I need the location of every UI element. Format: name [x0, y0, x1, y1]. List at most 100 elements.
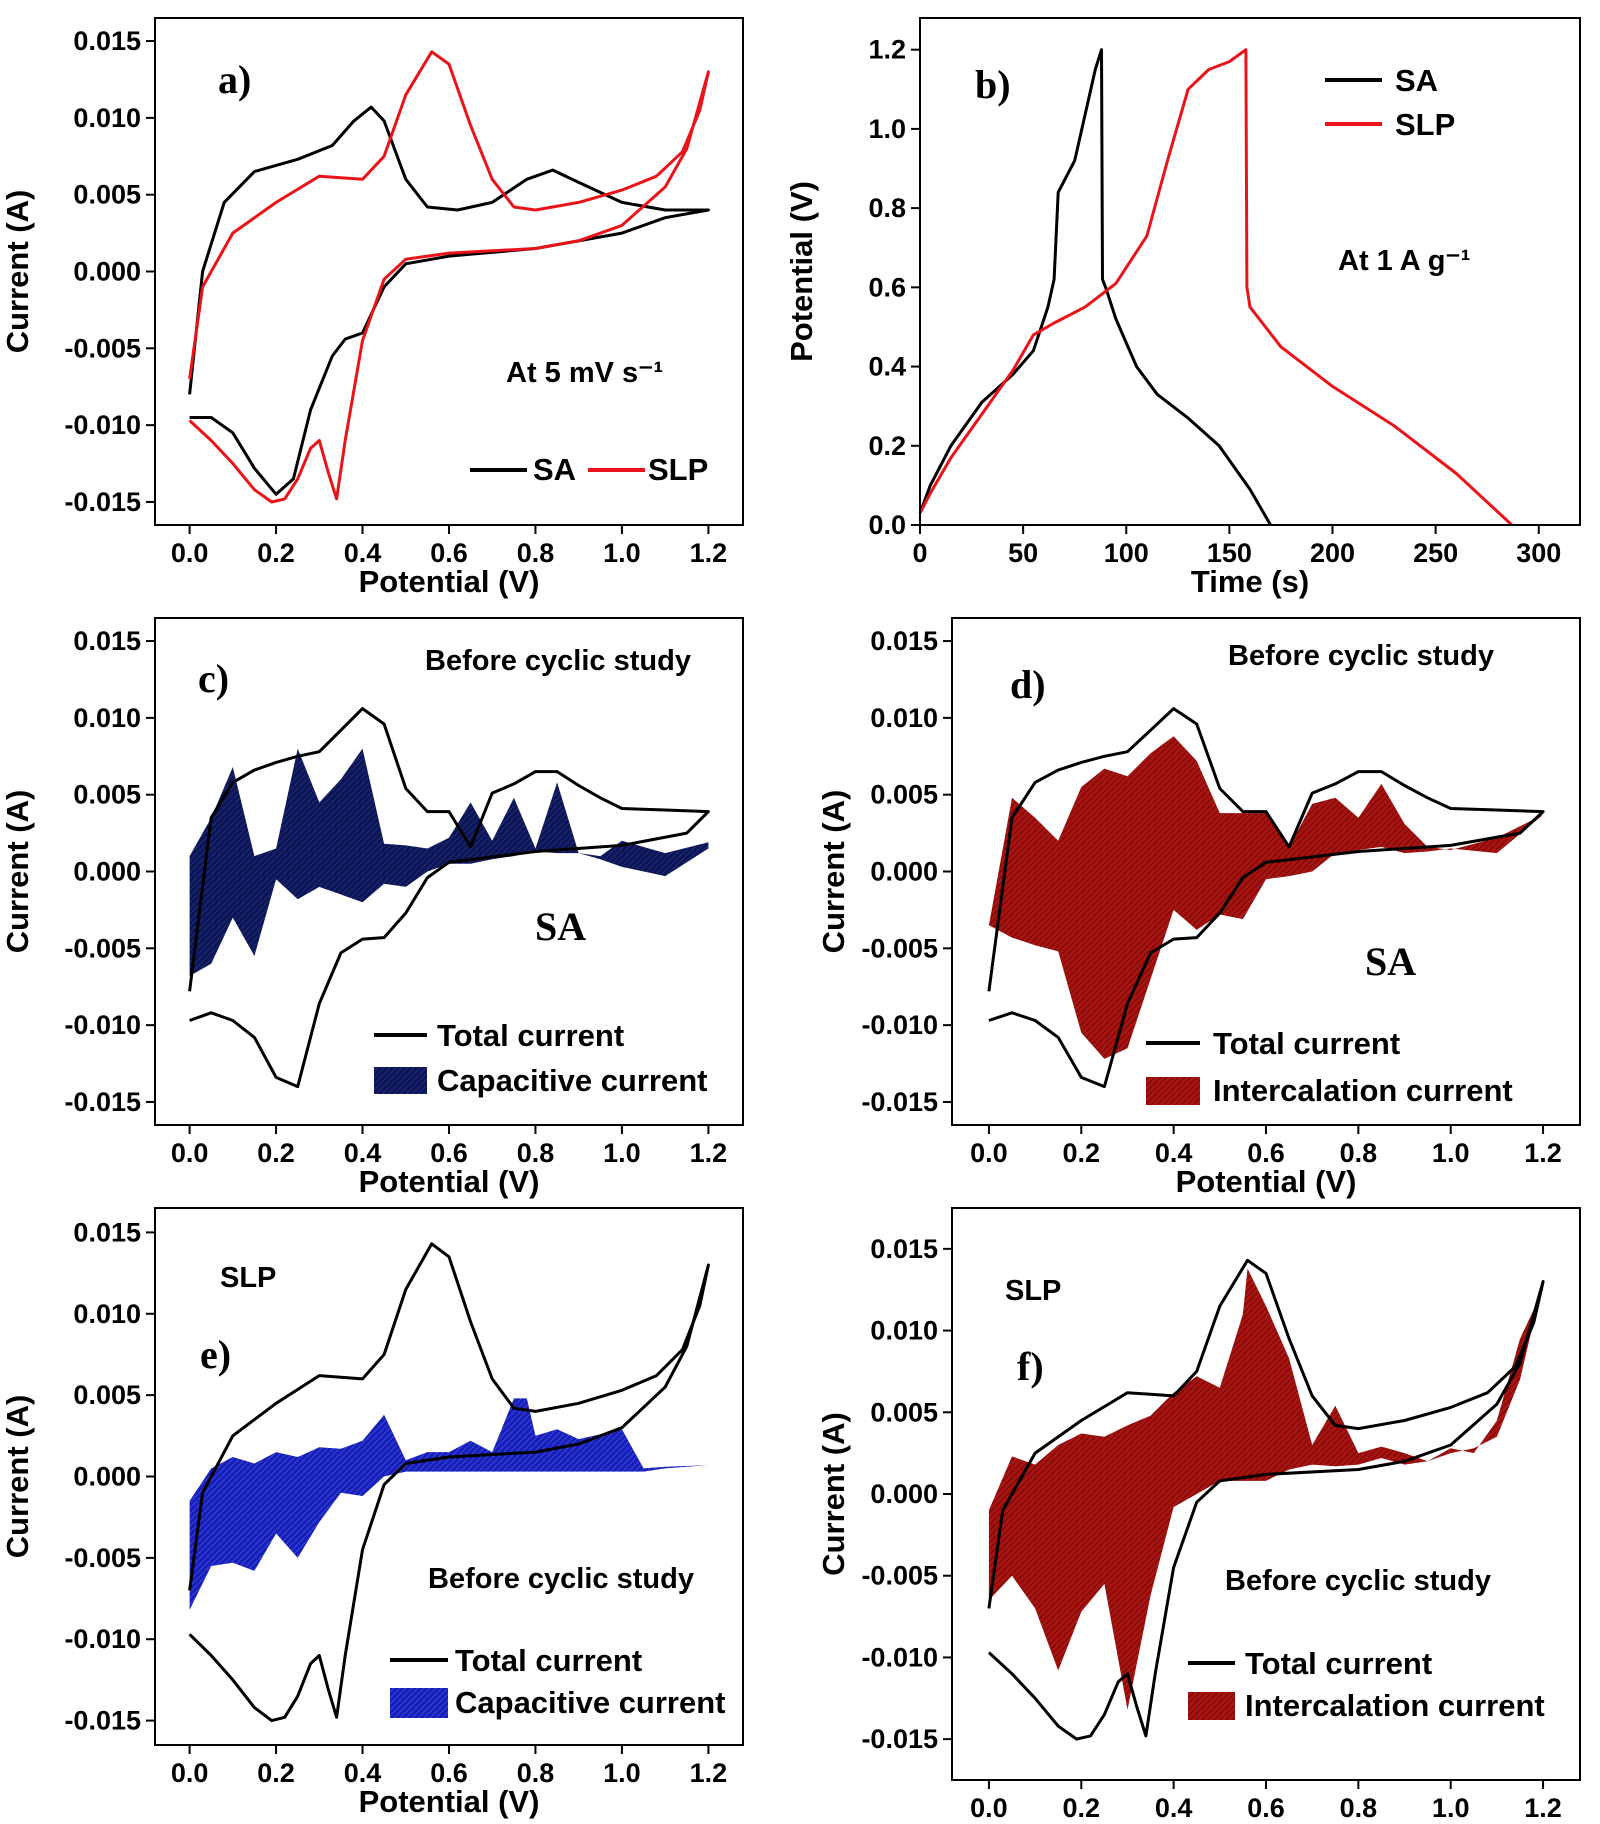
- y-tick-label: -0.010: [861, 1010, 938, 1040]
- chart-3: 0.0 0.2 0.4 0.6 0.8 1.0 1.2 -0.015 -0.010 -0.005 0…: [0, 617, 744, 1199]
- chart-4: 0.0 0.2 0.4 0.6 0.8 1.0 1.2 -0.015 -0.010 -0.005 0…: [816, 617, 1581, 1199]
- x-axis-title: Potential (V): [1176, 1164, 1357, 1199]
- y-tick-label: -0.010: [64, 1624, 141, 1654]
- x-tick-label: 250: [1413, 538, 1458, 568]
- y-tick-label: 0.015: [73, 26, 141, 56]
- legend-label-total: Total current: [1245, 1646, 1432, 1681]
- y-tick-label: 1.0: [868, 114, 906, 144]
- legend-swatch-capacitive: [374, 1067, 427, 1094]
- x-tick-label: 200: [1310, 538, 1355, 568]
- panel-b-legend: SA SLP: [1325, 63, 1455, 142]
- x-tick-label: 0.0: [970, 1793, 1008, 1823]
- y-tick-label: 0.2: [868, 431, 906, 461]
- panel-e-legend: Total current Capacitive current: [390, 1643, 726, 1720]
- series-area-2: [988, 736, 1544, 1059]
- x-tick-label: 1.0: [603, 1138, 641, 1168]
- y-tick-label: 0.000: [870, 857, 938, 887]
- x-tick-label: 0.6: [1247, 1793, 1285, 1823]
- y-tick-label: 1.2: [868, 35, 906, 65]
- panel-a: a) At 5 mV s⁻¹ SA SLP: [218, 57, 708, 487]
- x-tick-label: 1.0: [1432, 1138, 1470, 1168]
- y-tick-label: -0.010: [861, 1642, 938, 1672]
- x-tick-label: 0.0: [171, 1758, 209, 1788]
- x-tick-label: 1.0: [603, 1758, 641, 1788]
- legend-label-sa: SA: [533, 452, 576, 487]
- panel-e-sample: SLP: [220, 1262, 276, 1294]
- panel-d-note: Before cyclic study: [1228, 640, 1494, 672]
- legend-label-capacitive: Capacitive current: [437, 1063, 708, 1098]
- x-tick-label: 0.4: [344, 1138, 382, 1168]
- series-line-1: [188, 105, 710, 496]
- x-tick-label: 0.6: [430, 538, 468, 568]
- panel-c-note: Before cyclic study: [425, 645, 691, 677]
- y-tick-label: 0.010: [870, 1316, 938, 1346]
- y-tick-label: 0.015: [870, 1234, 938, 1264]
- panel-f-note: Before cyclic study: [1225, 1565, 1491, 1597]
- x-tick-label: 0.8: [517, 1758, 555, 1788]
- series-line-2: [918, 48, 1513, 527]
- panel-d: d) Before cyclic study SA Total current …: [1010, 640, 1513, 1108]
- x-tick-label: 0.2: [257, 538, 295, 568]
- x-axis-title: Potential (V): [359, 1784, 540, 1819]
- y-tick-label: 0.000: [870, 1479, 938, 1509]
- x-tick-label: 0.4: [1155, 1138, 1193, 1168]
- legend-label-total: Total current: [455, 1643, 642, 1678]
- panel-c-sample: SA: [535, 904, 586, 949]
- x-tick-label: 100: [1104, 538, 1149, 568]
- x-axis-title: Potential (V): [1176, 1819, 1357, 1824]
- series-area-2: [189, 1398, 709, 1610]
- y-tick-label: 0.4: [868, 352, 906, 382]
- x-tick-label: 1.0: [603, 538, 641, 568]
- panel-b-note: At 1 A g⁻¹: [1338, 245, 1470, 277]
- legend-swatch-intercalation: [1146, 1077, 1200, 1105]
- y-tick-label: -0.015: [861, 1724, 938, 1754]
- x-tick-label: 0.0: [171, 1138, 209, 1168]
- panel-c: c) Before cyclic study SA Total current …: [198, 645, 708, 1098]
- y-tick-label: 0.6: [868, 272, 906, 302]
- y-tick-label: -0.005: [64, 933, 141, 963]
- x-axis-title: Potential (V): [359, 1164, 540, 1199]
- series-line-1: [987, 1258, 1545, 1741]
- y-tick-label: 0.015: [73, 626, 141, 656]
- y-tick-label: -0.005: [64, 1543, 141, 1573]
- series-line-1: [918, 48, 1272, 526]
- y-axis-title: Potential (V): [784, 181, 819, 362]
- y-axis-title: Current (A): [816, 790, 851, 954]
- series-line-2: [188, 50, 710, 504]
- panel-f-legend: Total current Intercalation current: [1188, 1646, 1545, 1723]
- y-tick-label: 0.8: [868, 193, 906, 223]
- x-tick-label: 0.4: [344, 1758, 382, 1788]
- legend-swatch-intercalation: [1188, 1692, 1235, 1720]
- panel-f-sample: SLP: [1005, 1275, 1061, 1307]
- y-tick-label: -0.005: [861, 1561, 938, 1591]
- x-tick-label: 0.6: [430, 1758, 468, 1788]
- chart-1: 0.0 0.2 0.4 0.6 0.8 1.0 1.2 -0.015 -0.010 -0.005 0…: [0, 17, 744, 599]
- legend-label-slp: SLP: [648, 452, 708, 487]
- panel-a-note: At 5 mV s⁻¹: [506, 357, 663, 389]
- x-tick-label: 1.0: [1432, 1793, 1470, 1823]
- x-tick-label: 0.8: [517, 1138, 555, 1168]
- y-tick-label: 0.000: [73, 257, 141, 287]
- y-axis-title: Current (A): [0, 190, 35, 354]
- x-tick-label: 1.2: [1524, 1138, 1562, 1168]
- panel-b-label: b): [975, 62, 1011, 107]
- y-axis-title: Current (A): [0, 1395, 35, 1559]
- x-tick-label: 0.2: [1063, 1793, 1101, 1823]
- x-axis-title: Time (s): [1191, 564, 1309, 599]
- panel-c-label: c): [198, 656, 229, 701]
- y-tick-label: 0.0: [868, 510, 906, 540]
- y-axis-title: Current (A): [0, 790, 35, 954]
- x-tick-label: 0.8: [1340, 1138, 1378, 1168]
- x-tick-label: 0.4: [344, 538, 382, 568]
- y-tick-label: -0.005: [861, 933, 938, 963]
- x-tick-label: 300: [1516, 538, 1561, 568]
- panel-d-legend: Total current Intercalation current: [1146, 1026, 1513, 1108]
- series-line-1: [188, 707, 710, 1089]
- y-tick-label: 0.005: [73, 180, 141, 210]
- x-tick-label: 0.6: [430, 1138, 468, 1168]
- x-tick-label: 0.8: [1340, 1793, 1378, 1823]
- panel-e: SLP e) Before cyclic study Total current…: [200, 1262, 726, 1720]
- y-tick-label: 0.010: [73, 1299, 141, 1329]
- legend-swatch-capacitive: [390, 1688, 448, 1718]
- y-tick-label: 0.005: [73, 1380, 141, 1410]
